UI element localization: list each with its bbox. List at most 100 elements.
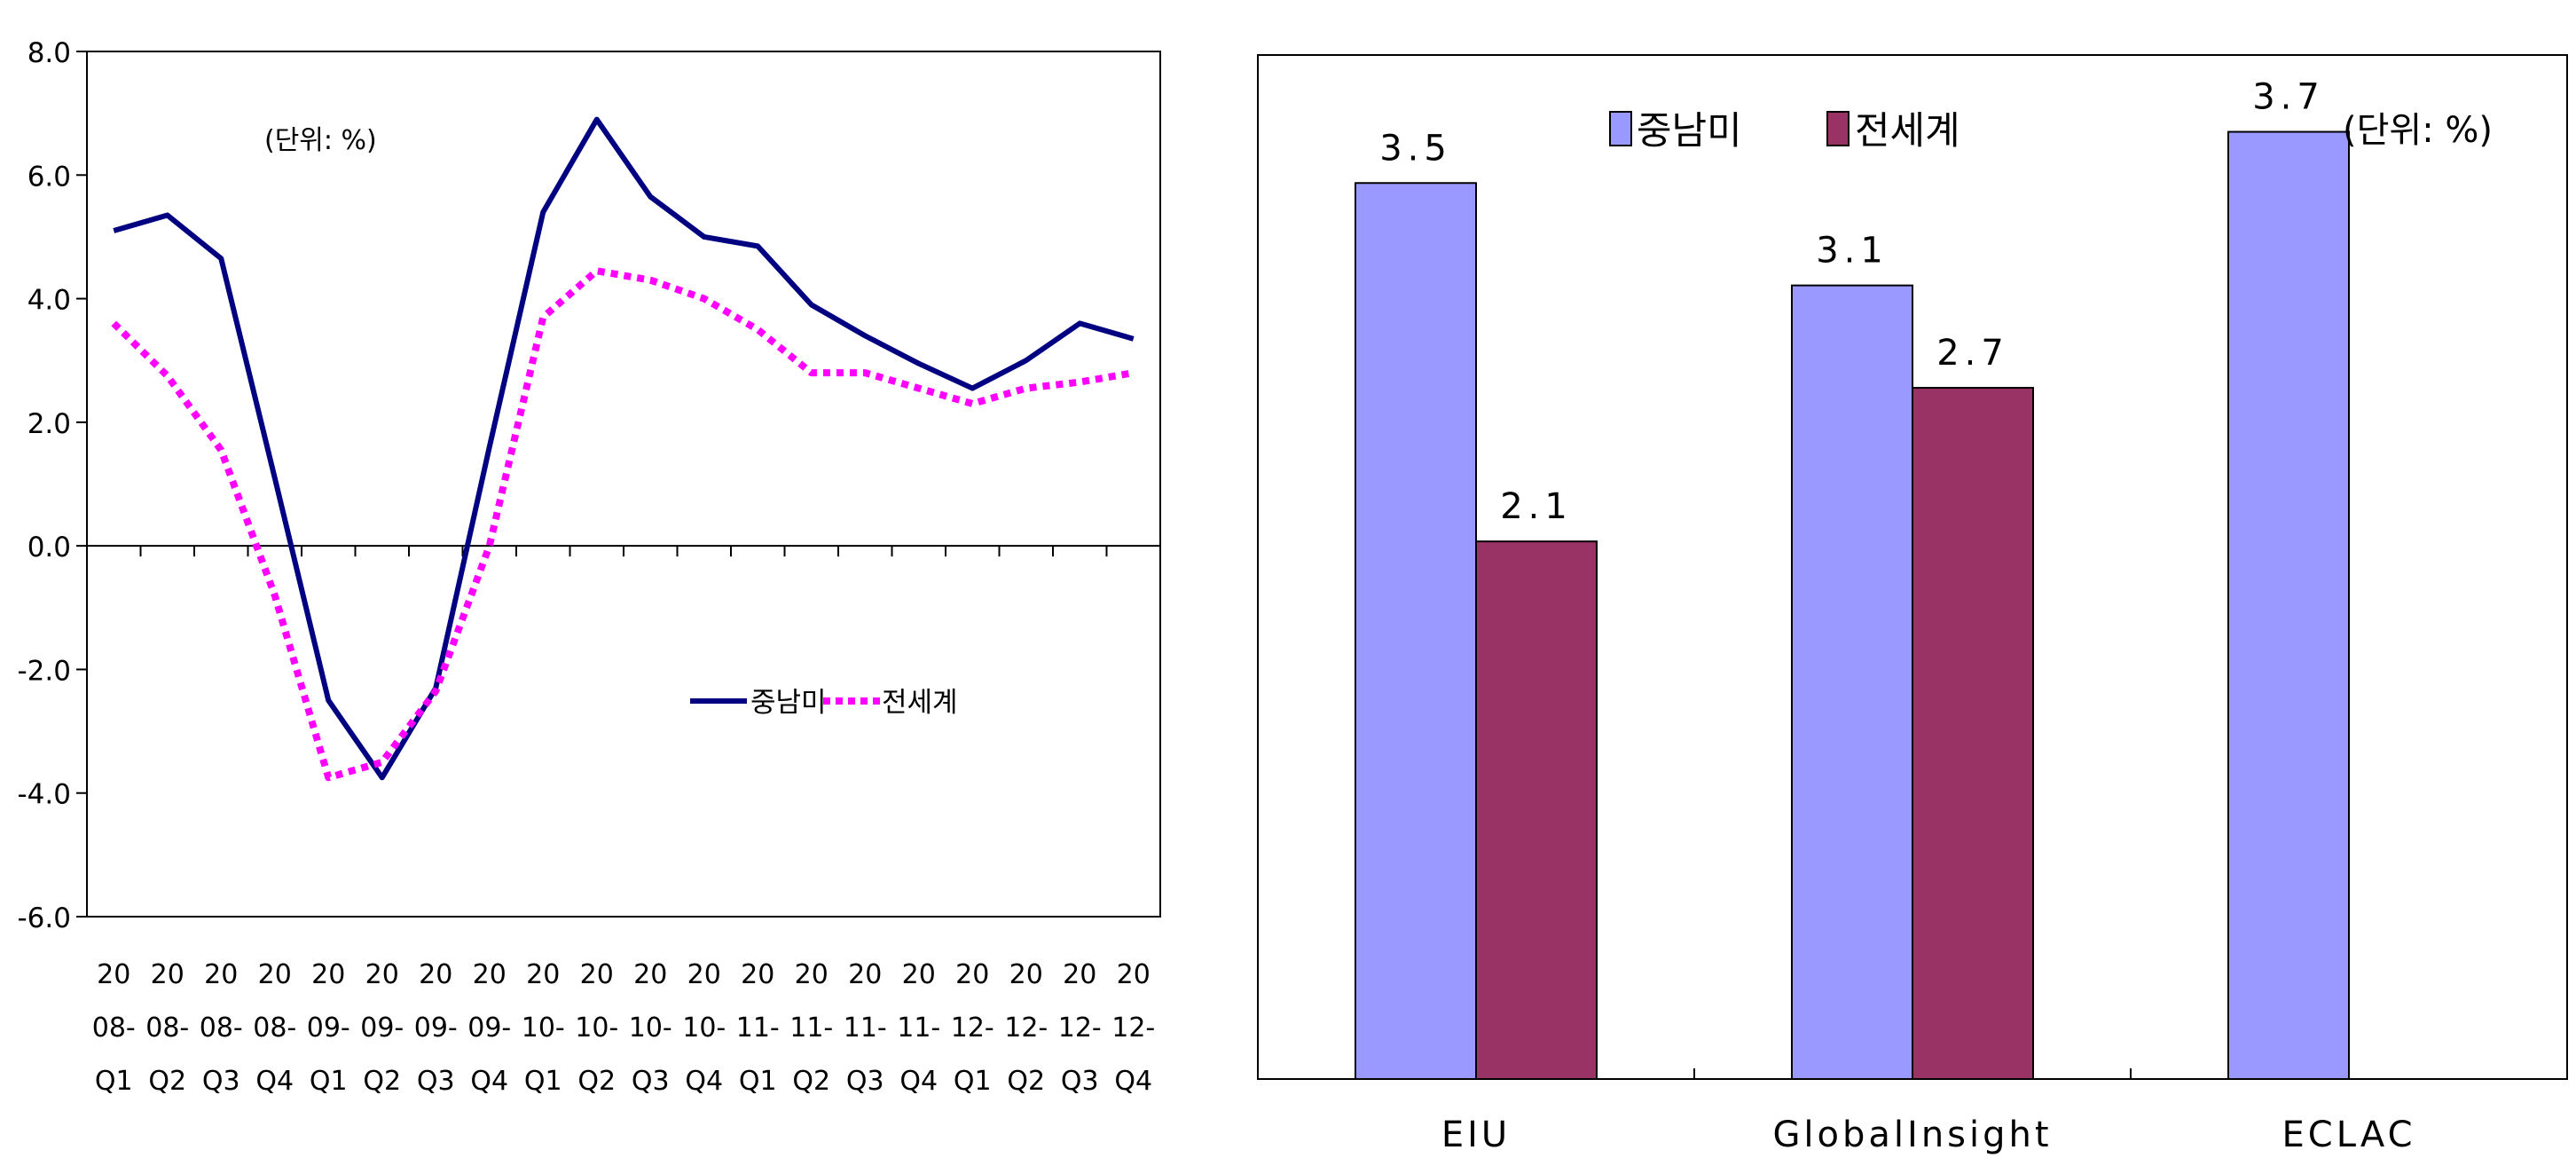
category-label: ECLAC (2282, 1115, 2416, 1154)
x-tick-label-line: Q3 (1061, 1066, 1099, 1097)
x-tick-label-line: 12- (951, 1012, 994, 1044)
x-tick-label-line: 08- (92, 1012, 136, 1044)
x-tick-label-line: 11- (789, 1012, 833, 1044)
x-tick-label-line: 20 (204, 959, 238, 990)
x-tick-label-line: Q4 (899, 1066, 938, 1097)
legend-label-world-bar: 전세계 (1855, 109, 1960, 154)
bar-value-label: 3.1 (1816, 231, 1889, 272)
x-tick-label-line: 20 (1009, 959, 1043, 990)
category-label: GlobalInsight (1772, 1115, 2052, 1154)
x-tick-label-line: 20 (741, 959, 774, 990)
legend-label-world: 전세계 (882, 687, 958, 719)
bar-chart: 3.5 2.1 3.1 2.7 3.7 EIU GlobalInsight ECLAC (단… (1257, 54, 2568, 1155)
x-tick-label-line: Q4 (470, 1066, 508, 1097)
x-tick-label: 20 10- Q3 (629, 959, 672, 1097)
x-tick-label-line: Q1 (524, 1066, 562, 1097)
x-tick-label-line: Q1 (310, 1066, 348, 1097)
x-tick-label: 20 12- Q1 (951, 959, 994, 1097)
x-tick-label-line: 20 (365, 959, 399, 990)
bar-world (1475, 540, 1598, 1080)
line-chart: (단위: %) 8.0 6.0 4.0 2.0 0.0 -2.0 -4.0 -6.0 20 08… (18, 37, 1161, 1097)
x-tick-label-line: Q3 (417, 1066, 455, 1097)
x-tick-label-line: 12- (1004, 1012, 1048, 1044)
x-tick-label-line: Q4 (1114, 1066, 1152, 1097)
x-tick-label: 20 09- Q3 (414, 959, 458, 1097)
x-tick-label-line: Q2 (363, 1066, 401, 1097)
bar-chart-bars (1355, 130, 2350, 1080)
x-tick-label-line: 20 (1063, 959, 1096, 990)
x-tick-label-line: 20 (955, 959, 989, 990)
x-tick-label-line: 20 (633, 959, 667, 990)
x-tick-label-line: 20 (526, 959, 560, 990)
y-tick-label: -2.0 (18, 655, 72, 687)
line-chart-unit-label: (단위: %) (264, 125, 377, 156)
x-tick-label-line: Q2 (792, 1066, 830, 1097)
bar-world (1912, 387, 2034, 1080)
x-tick-label-line: Q3 (846, 1066, 884, 1097)
x-tick-label: 20 08- Q3 (200, 959, 243, 1097)
bar-chart-unit-label: (단위: %) (2343, 110, 2493, 151)
series-line-latam (113, 116, 1135, 781)
series-line-world (111, 267, 1135, 782)
legend-label-latam-bar: 중남미 (1637, 109, 1742, 154)
x-tick-label-line: 11- (897, 1012, 940, 1044)
bar-value-label: 3.7 (2252, 77, 2325, 118)
x-tick-label-line: Q4 (685, 1066, 723, 1097)
x-tick-label-line: 20 (97, 959, 130, 990)
category-label: EIU (1441, 1115, 1511, 1154)
x-tick-label-line: Q2 (577, 1066, 616, 1097)
x-tick-label-line: 20 (1117, 959, 1151, 990)
x-tick-label-line: 09- (414, 1012, 458, 1044)
x-tick-label-line: 09- (360, 1012, 404, 1044)
line-chart-series (111, 116, 1135, 782)
x-tick-label: 20 10- Q1 (522, 959, 565, 1097)
x-tick-label-line: 09- (307, 1012, 350, 1044)
x-tick-label: 20 11- Q4 (897, 959, 940, 1097)
y-tick-label: 0.0 (27, 532, 71, 563)
x-tick-label-line: 20 (258, 959, 292, 990)
bar-value-label: 3.5 (1379, 128, 1452, 169)
x-tick-label-line: 20 (687, 959, 721, 990)
bar-chart-legend: 중남미 전세계 (1609, 109, 1960, 154)
x-tick-label-line: 20 (419, 959, 452, 990)
x-tick-label-line: 20 (311, 959, 345, 990)
x-tick-label-line: Q2 (1007, 1066, 1045, 1097)
y-tick-label: 8.0 (27, 37, 71, 69)
x-tick-label: 20 12- Q4 (1111, 959, 1155, 1097)
y-tick-label: 4.0 (27, 285, 71, 317)
y-tick-label: 2.0 (27, 408, 71, 440)
x-tick-label-line: 20 (473, 959, 507, 990)
x-tick-label-line: Q2 (148, 1066, 186, 1097)
bar-latam (2227, 130, 2350, 1080)
x-tick-label-line: 08- (200, 1012, 243, 1044)
line-chart-y-tick-labels: 8.0 6.0 4.0 2.0 0.0 -2.0 -4.0 -6.0 (18, 37, 87, 934)
legend-swatch-world-bar (1826, 111, 1850, 146)
x-tick-label-line: 20 (902, 959, 936, 990)
y-tick-label: -6.0 (18, 902, 72, 934)
bar-value-label: 2.1 (1500, 486, 1573, 527)
x-tick-label: 20 08- Q1 (92, 959, 136, 1097)
x-tick-label-line: 20 (848, 959, 882, 990)
legend-swatch-latam-bar (1609, 111, 1632, 146)
bar-latam (1355, 182, 1477, 1080)
x-tick-label-line: Q3 (632, 1066, 670, 1097)
x-tick-label-line: 10- (575, 1012, 618, 1044)
bar-value-label: 2.7 (1936, 333, 2009, 374)
x-tick-label-line: 20 (151, 959, 185, 990)
x-tick-label: 20 11- Q1 (736, 959, 780, 1097)
x-tick-label: 20 09- Q1 (307, 959, 350, 1097)
x-tick-label-line: 10- (522, 1012, 565, 1044)
x-tick-label-line: Q1 (739, 1066, 777, 1097)
x-tick-label: 20 10- Q2 (575, 959, 618, 1097)
x-tick-label-line: 20 (795, 959, 829, 990)
x-tick-label-line: 09- (467, 1012, 511, 1044)
line-chart-legend: 중남미 전세계 (690, 687, 958, 719)
x-tick-label-line: Q3 (202, 1066, 240, 1097)
bar-latam (1791, 284, 1913, 1080)
x-tick-label: 20 09- Q4 (467, 959, 511, 1097)
bar-chart-data-labels: 3.5 2.1 3.1 2.7 3.7 (1379, 77, 2325, 528)
y-tick-label: -4.0 (18, 779, 72, 811)
x-tick-label: 20 09- Q2 (360, 959, 404, 1097)
x-tick-label: 20 08- Q2 (145, 959, 189, 1097)
